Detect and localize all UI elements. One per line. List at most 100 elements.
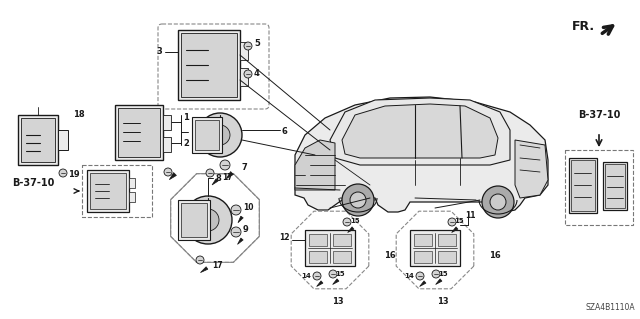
Bar (571, 160, 595, 211)
Bar (118, 108, 160, 157)
Bar (333, 234, 351, 246)
Bar (603, 162, 627, 210)
Circle shape (416, 272, 424, 280)
Circle shape (184, 196, 232, 244)
Bar (178, 200, 210, 240)
Bar (305, 230, 355, 266)
Polygon shape (238, 216, 243, 223)
Bar (605, 164, 625, 208)
Bar (438, 251, 456, 263)
Circle shape (313, 272, 321, 280)
Text: 18: 18 (73, 110, 84, 119)
Text: 15: 15 (350, 218, 360, 224)
Bar (438, 234, 456, 246)
Bar (240, 42, 248, 60)
Polygon shape (295, 97, 548, 212)
Bar (309, 251, 327, 263)
Circle shape (220, 160, 230, 170)
Bar (129, 192, 135, 202)
Text: 13: 13 (332, 297, 344, 306)
Polygon shape (436, 279, 442, 285)
Bar (178, 30, 240, 100)
Circle shape (432, 270, 440, 278)
Polygon shape (420, 281, 426, 286)
Polygon shape (330, 98, 510, 165)
Bar (18, 115, 58, 165)
Text: 16: 16 (489, 250, 500, 259)
Bar (240, 68, 248, 86)
Bar (115, 105, 163, 160)
Text: 8: 8 (215, 174, 221, 183)
Text: 7: 7 (242, 162, 248, 172)
Text: 15: 15 (438, 271, 447, 277)
Circle shape (350, 192, 366, 208)
Bar (90, 173, 126, 209)
Polygon shape (317, 281, 323, 286)
Polygon shape (452, 227, 458, 233)
Bar (414, 251, 432, 263)
Text: 5: 5 (254, 40, 260, 48)
Text: 15: 15 (335, 271, 344, 277)
Circle shape (448, 218, 456, 226)
Polygon shape (342, 104, 498, 158)
Bar (192, 117, 222, 153)
Bar (82, 165, 152, 217)
Bar (410, 230, 460, 266)
Bar (21, 118, 55, 162)
Circle shape (482, 186, 514, 218)
Circle shape (59, 169, 67, 177)
Text: 4: 4 (254, 70, 260, 78)
Text: 17: 17 (222, 173, 232, 182)
Bar (87, 170, 129, 212)
Text: 1: 1 (183, 113, 189, 122)
Circle shape (244, 70, 252, 78)
Bar (569, 158, 597, 213)
Bar (129, 178, 135, 188)
Text: 16: 16 (384, 250, 396, 259)
Polygon shape (212, 179, 218, 185)
Polygon shape (295, 140, 335, 190)
Text: 10: 10 (243, 204, 253, 212)
Polygon shape (515, 140, 548, 198)
Bar (414, 234, 432, 246)
Circle shape (231, 227, 241, 237)
Bar (195, 120, 219, 150)
Circle shape (490, 194, 506, 210)
Text: 19: 19 (68, 170, 79, 179)
Polygon shape (333, 279, 339, 285)
Bar (163, 115, 171, 130)
Polygon shape (348, 227, 354, 233)
Circle shape (244, 42, 252, 50)
Bar (58, 130, 68, 150)
Bar (163, 137, 171, 152)
Text: B-37-10: B-37-10 (12, 178, 54, 188)
Circle shape (329, 270, 337, 278)
Text: 15: 15 (454, 218, 463, 224)
Text: 17: 17 (212, 262, 223, 271)
Bar (309, 234, 327, 246)
Text: 14: 14 (404, 273, 414, 279)
Circle shape (342, 184, 374, 216)
Text: 13: 13 (437, 297, 449, 306)
Text: SZA4B1110A: SZA4B1110A (586, 303, 635, 312)
Circle shape (164, 168, 172, 176)
Circle shape (231, 205, 241, 215)
Bar (181, 33, 237, 97)
Circle shape (210, 125, 230, 145)
Text: B-37-10: B-37-10 (578, 110, 620, 120)
Text: 12: 12 (280, 234, 290, 242)
Bar (333, 251, 351, 263)
Circle shape (206, 169, 214, 177)
Bar (181, 203, 207, 237)
Polygon shape (237, 238, 243, 244)
Text: 3: 3 (156, 48, 162, 56)
Circle shape (343, 218, 351, 226)
Text: 14: 14 (301, 273, 311, 279)
Polygon shape (200, 267, 208, 273)
Polygon shape (170, 173, 177, 180)
Text: FR.: FR. (572, 20, 595, 33)
Polygon shape (227, 172, 234, 179)
Circle shape (198, 113, 242, 157)
Text: 2: 2 (183, 138, 189, 147)
Circle shape (197, 209, 219, 231)
